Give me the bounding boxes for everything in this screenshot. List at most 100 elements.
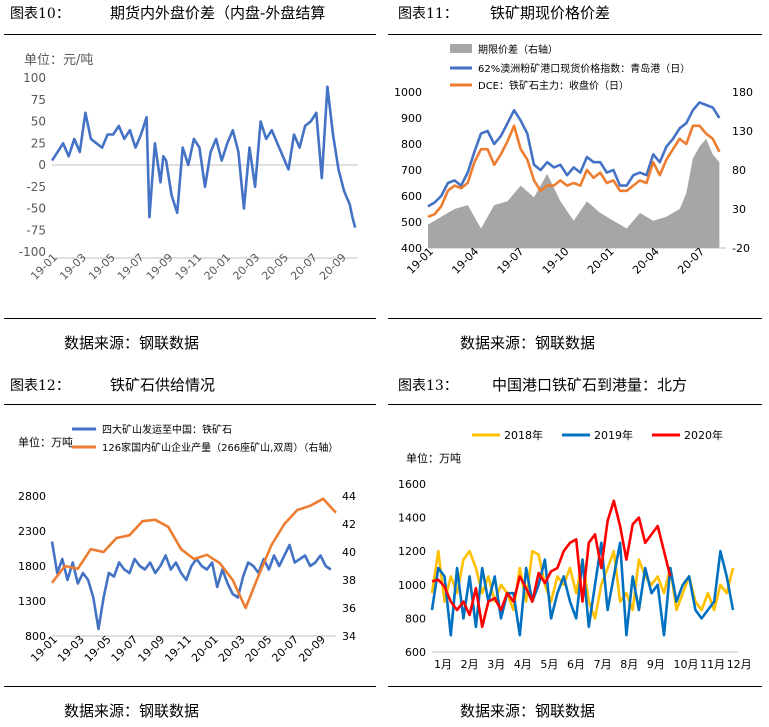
x-tick-label: 20-07 xyxy=(269,633,301,665)
x-tick-label: 8月 xyxy=(620,658,638,671)
y2-tick-label: 34 xyxy=(342,630,356,643)
y-tick-label: 1400 xyxy=(398,512,426,525)
unit-label: 单位：万吨 xyxy=(406,451,461,465)
fig10-top-rule xyxy=(4,34,376,35)
y-tick-label: -100 xyxy=(19,245,46,259)
legend-label: DCE：铁矿石主力：收盘价（日） xyxy=(478,79,629,92)
y2-tick-label: 30 xyxy=(732,203,746,216)
y-tick-label: 800 xyxy=(401,138,422,151)
fig12-number: 图表12： xyxy=(10,378,70,394)
y-tick-label: 1000 xyxy=(398,579,426,592)
legend-label: 2020年 xyxy=(684,428,723,442)
y-tick-label: -25 xyxy=(26,180,46,194)
x-tick-label: 19-03 xyxy=(57,251,89,283)
y2-tick-label: -20 xyxy=(732,242,750,255)
series-line-2 xyxy=(431,499,672,629)
legend-swatch-spread xyxy=(450,44,472,53)
y-tick-label: 600 xyxy=(401,190,422,203)
chart-fig13: 单位：万吨 1600 1400 1200 1000 800 600 1月 2月 3月 4月 5月 6月 7… xyxy=(398,428,752,671)
y-tick-label: 800 xyxy=(405,612,426,625)
panel-fig13: 图表13： 中国港口铁矿石到港量：北方 单位：万吨 1600 1400 1200 100… xyxy=(388,372,769,727)
x-tick-label: 11月 xyxy=(700,658,725,671)
chart-fig11: 10009008007006005004001801308030-2019-01… xyxy=(394,43,753,277)
y2-tick-label: 130 xyxy=(732,125,753,138)
series-line-0 xyxy=(50,541,332,631)
fig12-header: 图表12： 铁矿石供给情况 xyxy=(0,372,380,394)
y-tick-label: 50 xyxy=(31,115,46,129)
x-tick-label: 10月 xyxy=(673,658,698,671)
y-tick-label: 100 xyxy=(23,71,46,85)
series-area-spread xyxy=(428,138,720,248)
x-tick-label: 20-01 xyxy=(585,245,617,277)
fig12-bottom-rule xyxy=(4,686,376,687)
unit-label: 单位：万吨 xyxy=(18,435,73,449)
x-tick-label: 5月 xyxy=(540,658,558,671)
legend-label: 四大矿山发运至中国：铁矿石 xyxy=(102,423,232,436)
x-tick-label: 19-11 xyxy=(173,251,205,283)
series-line-1 xyxy=(50,497,337,610)
x-tick-label: 3月 xyxy=(487,658,505,671)
y2-tick-label: 36 xyxy=(342,602,356,615)
x-tick-label: 6月 xyxy=(567,658,585,671)
x-tick-label: 19-07 xyxy=(495,245,527,277)
x-tick-label: 19-04 xyxy=(449,245,481,277)
panel-fig12: 图表12： 铁矿石供给情况 单位：万吨 2800 2300 1800 1300 800 44… xyxy=(0,372,380,727)
chart-fig10: 单位：元/吨1007550250-25-50-75-10019-0119-031… xyxy=(19,53,358,283)
y-tick-label: 1200 xyxy=(398,545,426,558)
x-tick-label: 19-10 xyxy=(540,245,572,277)
x-tick-label: 19-07 xyxy=(115,251,147,283)
legend-label: 2019年 xyxy=(594,428,633,442)
x-tick-label: 19-11 xyxy=(162,633,194,665)
y-tick-label: 75 xyxy=(31,93,46,107)
x-tick-label: 19-07 xyxy=(109,633,141,665)
y-tick-label: 25 xyxy=(31,136,46,150)
x-tick-label: 20-01 xyxy=(189,633,221,665)
fig10-title: 期货内外盘价差（内盘-外盘结算 xyxy=(110,4,326,22)
series-line-0 xyxy=(50,85,357,228)
y-tick-label: 600 xyxy=(405,646,426,659)
fig10-source: 数据来源：钢联数据 xyxy=(64,334,200,352)
y2-tick-label: 180 xyxy=(732,86,753,99)
legend-label: 126家国内矿山企业产量（266座矿山,双周）（右轴） xyxy=(102,441,338,454)
y-tick-label: 2300 xyxy=(18,525,46,538)
x-tick-label: 20-03 xyxy=(230,251,262,283)
y-tick-label: 1600 xyxy=(398,478,426,491)
x-tick-label: 1月 xyxy=(434,658,452,671)
y-tick-label: 800 xyxy=(25,630,46,643)
x-tick-label: 12月 xyxy=(727,658,752,671)
series-line-1 xyxy=(427,101,721,208)
fig11-source: 数据来源：钢联数据 xyxy=(460,334,596,352)
series-line-2 xyxy=(427,124,721,219)
x-tick-label: 20-04 xyxy=(630,245,662,277)
x-tick-label: 20-01 xyxy=(202,251,234,283)
x-tick-label: 20-09 xyxy=(317,251,349,283)
fig11-top-rule xyxy=(388,34,762,35)
fig12-top-rule xyxy=(4,404,376,405)
x-tick-label: 20-05 xyxy=(259,251,291,283)
y2-tick-label: 80 xyxy=(732,164,746,177)
panel-fig10: 图表10： 期货内外盘价差（内盘-外盘结算 单位：元/吨 100 75 50 25 0 -2… xyxy=(0,0,380,360)
y-tick-label: 1300 xyxy=(18,595,46,608)
fig11-title: 铁矿期现价格价差 xyxy=(490,4,611,22)
fig13-bottom-rule xyxy=(388,686,762,687)
x-tick-label: 19-05 xyxy=(86,251,118,283)
legend-label: 2018年 xyxy=(504,428,543,442)
x-tick-label: 20-05 xyxy=(243,633,275,665)
x-tick-label: 20-07 xyxy=(675,245,707,277)
y-tick-label: 900 xyxy=(401,112,422,125)
chart-fig12: 单位：万吨 2800 2300 1800 1300 800 44 42 40 38 36 34 19-0… xyxy=(18,423,356,665)
x-tick-label: 19-09 xyxy=(144,251,176,283)
y-tick-label: -50 xyxy=(26,202,46,216)
y-tick-label: 700 xyxy=(401,164,422,177)
x-tick-label: 19-09 xyxy=(135,633,167,665)
x-tick-label: 9月 xyxy=(647,658,665,671)
y2-tick-label: 42 xyxy=(342,518,356,531)
y2-tick-label: 40 xyxy=(342,546,356,559)
y2-tick-label: 38 xyxy=(342,574,356,587)
legend-label: 期限价差（右轴） xyxy=(478,43,558,56)
x-tick-label: 2月 xyxy=(461,658,479,671)
fig13-number: 图表13： xyxy=(398,378,458,394)
y-tick-label: 0 xyxy=(38,158,46,172)
y-tick-label: 2800 xyxy=(18,490,46,503)
x-tick-label: 4月 xyxy=(514,658,532,671)
